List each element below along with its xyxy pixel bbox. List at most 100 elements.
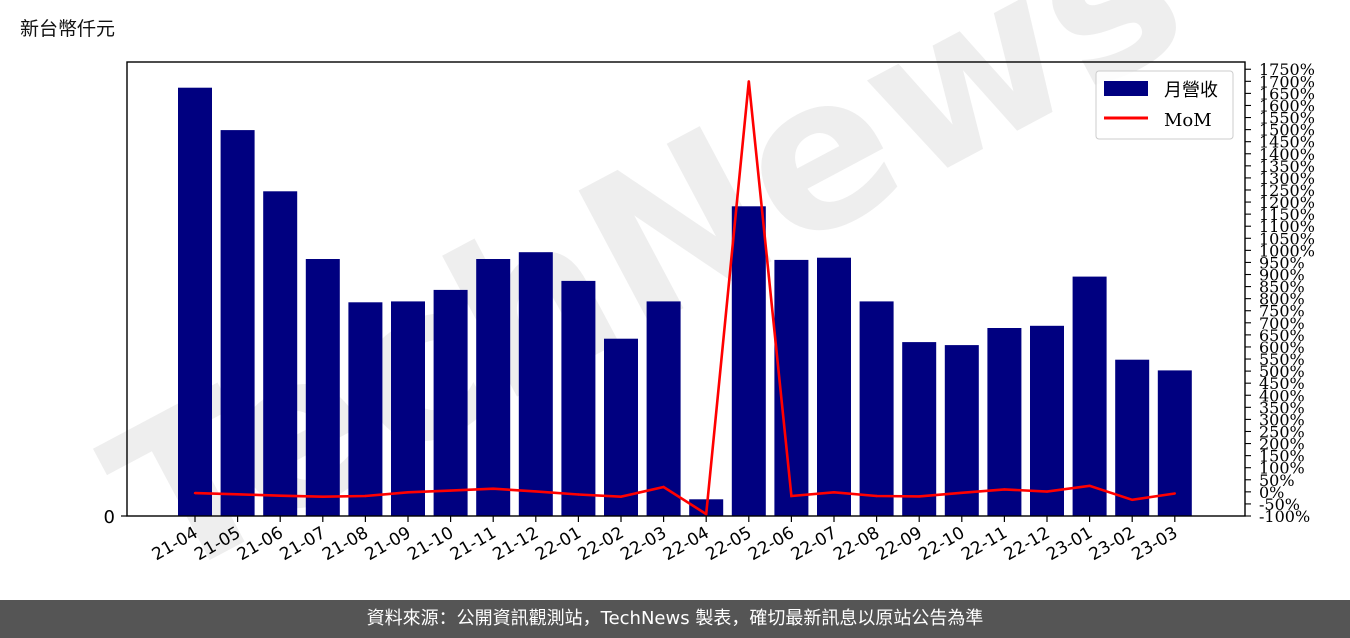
right-tick-label: 350% [1259,398,1305,417]
right-tick-label: 550% [1259,350,1305,369]
x-tick-label: 22-02 [575,523,628,565]
bar-22-01 [561,280,596,516]
right-tick-label: 250% [1259,422,1305,441]
bar-22-08 [859,301,894,516]
mom-point-22-10 [960,491,963,494]
mom-point-22-06 [790,494,793,498]
bar-21-12 [518,252,553,516]
x-tick-label: 22-10 [916,523,969,565]
x-tick-label: 23-03 [1129,523,1182,565]
x-tick-label: 22-12 [1001,523,1054,565]
right-tick-label: 1400% [1259,145,1315,164]
right-tick-label: 1450% [1259,133,1315,152]
bar-23-03 [1157,370,1192,516]
mom-point-22-08 [875,494,878,498]
bar-21-07 [305,259,340,516]
bar-22-09 [902,342,937,516]
right-tick-label: 150% [1259,447,1305,466]
mom-point-21-05 [236,493,239,496]
right-tick-label: 1500% [1259,121,1315,140]
right-tick-label: 1700% [1259,72,1315,91]
right-tick-label: 1750% [1259,60,1315,79]
x-tick-label: 22-05 [703,523,756,565]
mom-point-21-11 [492,487,495,490]
right-tick-label: 300% [1259,410,1305,429]
right-tick-label: 450% [1259,374,1305,393]
right-tick-label: 1050% [1259,229,1315,248]
right-tick-label: 1250% [1259,181,1315,200]
right-tick-label: 1150% [1259,205,1315,224]
x-tick-label: 22-08 [830,523,883,565]
right-tick-label: 200% [1259,435,1305,454]
right-tick-label: 1200% [1259,193,1315,212]
x-tick-label: 22-06 [745,523,798,565]
bars-layer [178,87,1192,517]
mom-point-21-04 [193,491,197,495]
bar-22-02 [604,338,638,516]
source-footer: 資料來源：公開資訊觀測站，TechNews 製表，確切最新訊息以原站公告為準 [0,600,1350,638]
right-tick-label: 850% [1259,278,1305,297]
bar-21-05 [220,130,255,516]
right-tick-label: 1300% [1259,169,1315,188]
left-tick-label: 0 [104,507,115,528]
bar-22-03 [646,301,681,516]
mom-point-21-10 [449,489,452,492]
bar-23-02 [1115,359,1150,516]
x-tick-label: 22-11 [958,523,1011,565]
mom-point-22-01 [577,493,580,496]
mom-series-line [194,81,1175,517]
x-tick-label: 22-07 [788,523,841,565]
right-tick-label: 1000% [1259,241,1315,260]
bar-22-05 [731,206,766,517]
mom-point-22-09 [918,495,921,498]
x-tick-label: 21-12 [490,523,543,565]
right-tick-label: 750% [1259,302,1305,321]
right-tick-label: 50% [1259,471,1295,490]
bar-21-09 [391,301,425,516]
mom-point-21-08 [364,494,367,498]
right-tick-label: 1100% [1259,217,1315,236]
mom-point-22-05 [747,80,750,83]
right-tick-label: 1600% [1259,96,1315,115]
bar-21-06 [263,191,298,517]
bar-22-07 [817,257,851,516]
x-tick-label: 23-02 [1086,523,1139,565]
right-tick-label: 0% [1259,483,1284,502]
mom-point-22-04 [705,512,708,516]
right-axis-ticks: -100%-50%0%50%100%150%200%250%300%350%40… [1245,60,1315,526]
bar-21-11 [476,259,511,516]
right-tick-label: -50% [1259,495,1300,514]
right-tick-label: 700% [1259,314,1305,333]
right-tick-label: 600% [1259,338,1305,357]
y-axis-unit-label: 新台幣仟元 [20,18,116,40]
legend-label-mom: MoM [1164,110,1212,131]
mom-point-22-12 [1045,490,1049,493]
right-tick-label: 950% [1259,253,1305,272]
mom-point-23-01 [1088,484,1091,487]
mom-point-22-03 [662,485,665,489]
mom-point-22-11 [1003,488,1006,491]
legend-label-revenue: 月營收 [1164,80,1218,101]
right-tick-label: 650% [1259,326,1305,345]
left-axis-ticks: 0 [104,507,127,528]
right-tick-label: 1550% [1259,109,1315,128]
right-tick-label: 100% [1259,459,1305,478]
right-tick-label: 1650% [1259,84,1315,103]
bar-21-04 [178,87,212,516]
x-tick-label: 21-11 [447,523,500,565]
mom-point-21-12 [534,490,537,493]
x-tick-label: 21-10 [404,523,457,565]
bar-21-08 [348,302,383,516]
legend-swatch-revenue [1104,81,1148,96]
right-tick-label: -100% [1259,507,1310,526]
mom-point-23-03 [1173,492,1177,495]
mom-point-21-09 [406,491,410,494]
mom-point-21-06 [279,494,282,497]
right-tick-label: 500% [1259,362,1305,381]
legend: 月營收 MoM [1095,70,1234,140]
bar-22-10 [944,345,979,516]
right-tick-label: 900% [1259,266,1305,285]
right-tick-label: 1350% [1259,157,1315,176]
x-tick-label: 23-01 [1043,523,1096,565]
bar-22-11 [987,328,1022,516]
